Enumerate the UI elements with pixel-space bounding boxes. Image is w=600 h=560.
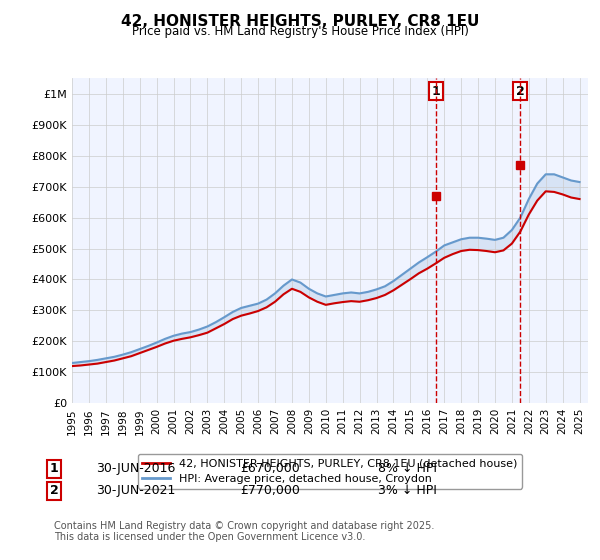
- Text: 3% ↓ HPI: 3% ↓ HPI: [378, 484, 437, 497]
- Text: 30-JUN-2016: 30-JUN-2016: [96, 462, 175, 475]
- Text: 2: 2: [516, 85, 525, 98]
- Text: 1: 1: [50, 462, 58, 475]
- Text: 2: 2: [50, 484, 58, 497]
- Text: Price paid vs. HM Land Registry's House Price Index (HPI): Price paid vs. HM Land Registry's House …: [131, 25, 469, 38]
- Text: £670,000: £670,000: [240, 462, 300, 475]
- Text: 8% ↓ HPI: 8% ↓ HPI: [378, 462, 437, 475]
- Legend: 42, HONISTER HEIGHTS, PURLEY, CR8 1EU (detached house), HPI: Average price, deta: 42, HONISTER HEIGHTS, PURLEY, CR8 1EU (d…: [138, 454, 522, 488]
- Text: 1: 1: [431, 85, 440, 98]
- Text: Contains HM Land Registry data © Crown copyright and database right 2025.
This d: Contains HM Land Registry data © Crown c…: [54, 521, 434, 543]
- Text: 30-JUN-2021: 30-JUN-2021: [96, 484, 175, 497]
- Text: 42, HONISTER HEIGHTS, PURLEY, CR8 1EU: 42, HONISTER HEIGHTS, PURLEY, CR8 1EU: [121, 14, 479, 29]
- Text: £770,000: £770,000: [240, 484, 300, 497]
